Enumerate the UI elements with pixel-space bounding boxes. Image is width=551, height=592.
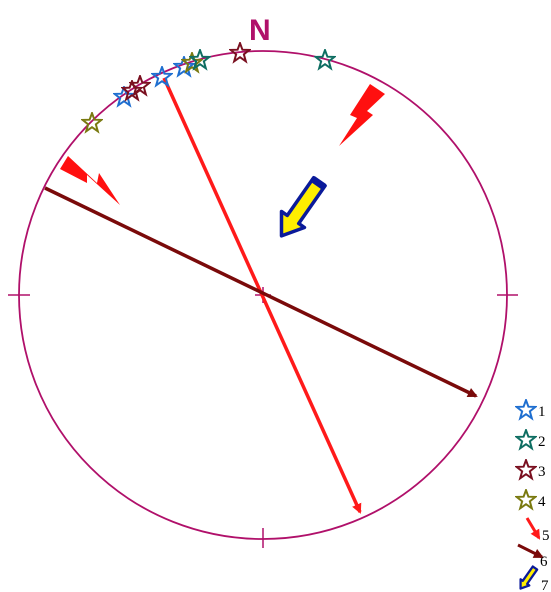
legend-item: 5 [527,518,550,544]
legend-label: 7 [541,578,549,592]
legend-item: 4 [517,490,546,510]
legend-label: 3 [538,464,546,480]
legend-item: 1 [517,400,546,420]
legend-label: 6 [540,554,548,570]
legend-item: 2 [517,430,546,450]
north-label: N [249,14,271,47]
data-stars [83,43,335,131]
pencil-arrow-icon [516,565,539,592]
legend-item: 3 [517,460,546,480]
star-icon [517,400,536,418]
star-icon [517,460,536,478]
star-icon [517,430,536,448]
star-icon [517,490,536,508]
lightning-icon [339,84,385,146]
arrow-icon [527,518,539,538]
pencil-arrow-icon [270,172,332,244]
legend-label: 5 [542,528,550,544]
legend-label: 2 [538,434,546,450]
direction-arrow-red [164,78,360,512]
legend-label: 1 [538,404,546,420]
direction-arrow-maroon [45,188,476,396]
arrow-icon [518,545,542,557]
legend: 1 2 3 4 5 6 7 [516,400,549,592]
legend-label: 4 [538,494,546,510]
